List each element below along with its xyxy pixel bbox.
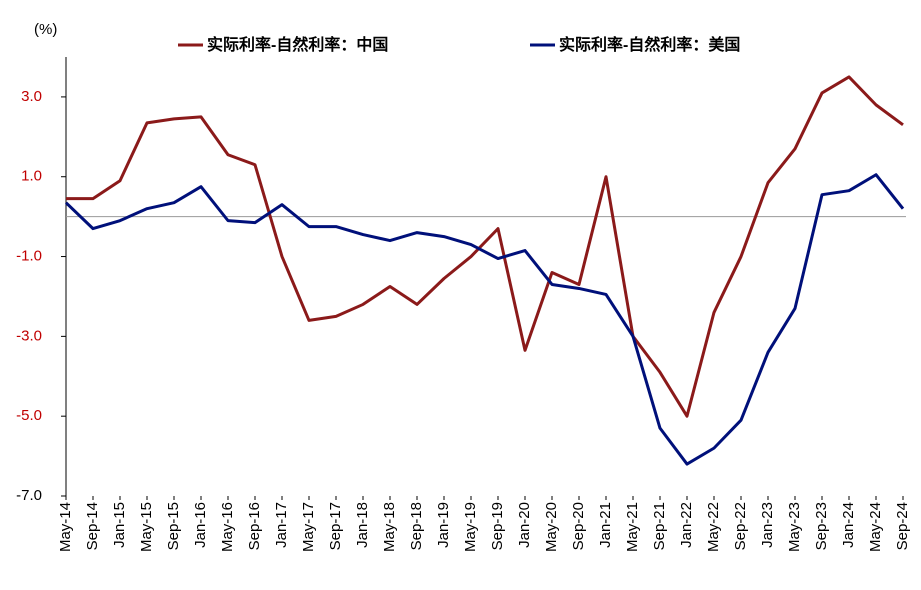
- legend-label: 实际利率-自然利率：中国: [207, 35, 388, 54]
- x-tick-label: Jan-16: [192, 502, 209, 548]
- y-tick-label: -1.0: [16, 248, 42, 265]
- x-tick-label: Jan-18: [354, 502, 371, 548]
- x-tick-label: Sep-15: [165, 502, 182, 550]
- x-tick-label: Sep-21: [651, 502, 668, 550]
- x-tick-label: May-19: [462, 502, 479, 552]
- x-tick-label: Sep-14: [84, 502, 101, 550]
- x-tick-label: May-15: [138, 502, 155, 552]
- x-tick-label: Sep-23: [813, 502, 830, 550]
- x-tick-label: Sep-17: [327, 502, 344, 550]
- y-unit-label: (%): [34, 21, 57, 38]
- x-tick-label: May-14: [57, 502, 74, 552]
- y-tick-label: -3.0: [16, 327, 42, 344]
- x-tick-label: Jan-19: [435, 502, 452, 548]
- x-tick-label: Sep-20: [570, 502, 587, 550]
- x-tick-label: Jan-15: [111, 502, 128, 548]
- x-tick-label: Jan-22: [678, 502, 695, 548]
- x-tick-label: May-24: [867, 502, 884, 552]
- legend-label: 实际利率-自然利率：美国: [559, 35, 740, 54]
- x-tick-label: Jan-20: [516, 502, 533, 548]
- x-tick-label: Jan-17: [273, 502, 290, 548]
- x-tick-label: May-16: [219, 502, 236, 552]
- x-tick-label: Sep-24: [894, 502, 911, 550]
- x-tick-label: Jan-24: [840, 502, 857, 548]
- x-tick-label: May-18: [381, 502, 398, 552]
- x-tick-label: May-22: [705, 502, 722, 552]
- x-tick-label: Sep-22: [732, 502, 749, 550]
- x-tick-label: Sep-18: [408, 502, 425, 550]
- x-tick-label: Jan-21: [597, 502, 614, 548]
- x-tick-label: May-20: [543, 502, 560, 552]
- series-line: [66, 75, 904, 418]
- x-tick-label: May-23: [786, 502, 803, 552]
- x-tick-label: Sep-19: [489, 502, 506, 550]
- y-tick-label: 1.0: [21, 168, 42, 185]
- x-tick-label: May-21: [624, 502, 641, 552]
- y-tick-label: -7.0: [16, 487, 42, 504]
- series-line: [64, 173, 905, 466]
- y-tick-label: -5.0: [16, 407, 42, 424]
- x-tick-label: Jan-23: [759, 502, 776, 548]
- x-tick-label: Sep-16: [246, 502, 263, 550]
- x-tick-label: May-17: [300, 502, 317, 552]
- y-tick-label: 3.0: [21, 88, 42, 105]
